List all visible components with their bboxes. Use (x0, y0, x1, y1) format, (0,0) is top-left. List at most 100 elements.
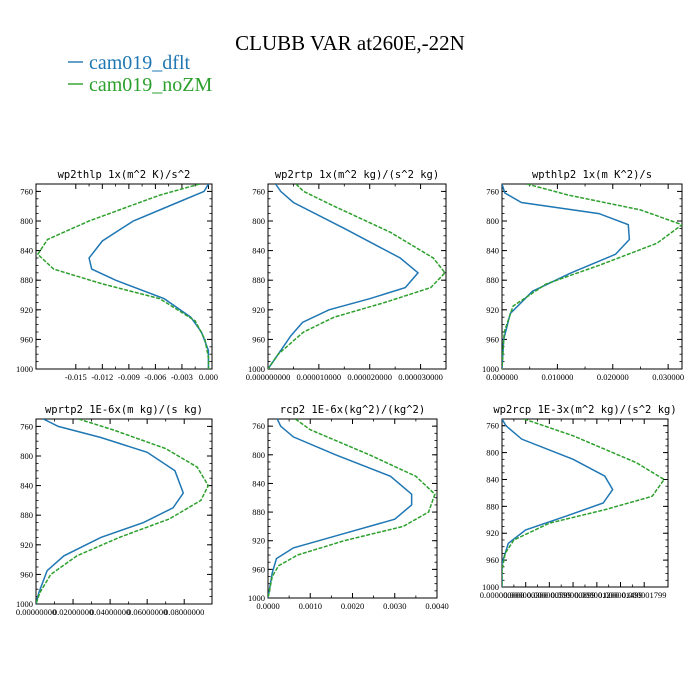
x-tick-label: 0.000001200 (575, 590, 620, 600)
series-line-cam019_noZM (502, 419, 666, 587)
series-line-cam019_noZM (36, 184, 210, 369)
x-tick-label: 0.010000 (541, 372, 573, 382)
x-tick-label: 0.06000000 (127, 607, 167, 617)
x-tick-label: 0.04000000 (90, 607, 130, 617)
x-tick-label: 0.00000000 (16, 607, 56, 617)
panel-5: rcp2 1E-6x(kg^2)/(kg^2) 760 800 840 880 920 96… (248, 404, 449, 611)
figure-title: CLUBB VAR at260E,-22N (235, 31, 465, 55)
x-tick-label: 0.000000300 (503, 590, 548, 600)
x-tick-label: 0.030000 (652, 372, 684, 382)
panel-3: wpthlp2 1x(m K^2)/s 760 800 840 880 920 960 100… (482, 169, 684, 382)
x-tick-label: 0.000000599 (527, 590, 572, 600)
y-tick-label: 760 (252, 186, 265, 196)
panel-1: wp2thlp 1x(m^2 K)/s^2 760 800 840 880 920 960 1… (16, 169, 218, 382)
y-tick-label: 880 (252, 275, 265, 285)
y-tick-label: 800 (20, 451, 33, 461)
x-tick-label: 0.000000000 (246, 372, 291, 382)
x-tick-label: 0.000001499 (598, 590, 643, 600)
y-tick-label: 800 (486, 216, 499, 226)
x-tick-label: 0.000010000 (297, 372, 342, 382)
y-tick-label: 960 (252, 564, 265, 574)
panel-6: wp2rcp 1E-3x(m^2 kg)/(s^2 kg) 760 800 840 88… (480, 404, 677, 600)
x-tick-label: 0.000000899 (551, 590, 596, 600)
x-tick-label: 0.000000 (486, 372, 518, 382)
y-tick-label: 880 (252, 507, 265, 517)
x-tick-label: -0.012 (91, 372, 113, 382)
plot-frame (35, 183, 213, 370)
y-tick-label: 760 (486, 186, 499, 196)
y-tick-label: 1000 (16, 599, 33, 609)
y-tick-label: 840 (486, 246, 499, 256)
panel-title: wpthlp2 1x(m K^2)/s (532, 169, 652, 181)
y-tick-label: 760 (20, 421, 33, 431)
x-tick-label: 0.0030 (383, 601, 406, 611)
panel-title: wp2rcp 1E-3x(m^2 kg)/(s^2 kg) (493, 404, 676, 416)
x-tick-label: 0.02000000 (53, 607, 93, 617)
legend-label-dflt: cam019_dflt (89, 52, 191, 74)
y-tick-label: 1000 (482, 364, 499, 374)
plot-frame (267, 183, 447, 370)
y-tick-label: 800 (20, 216, 33, 226)
x-tick-label: 0.0000 (256, 601, 279, 611)
y-tick-label: 1000 (16, 364, 33, 374)
y-tick-label: 840 (20, 246, 33, 256)
series-line-cam019_noZM (268, 184, 446, 369)
y-tick-label: 960 (252, 334, 265, 344)
x-tick-label: -0.009 (118, 372, 140, 382)
y-tick-label: 1000 (248, 364, 265, 374)
y-tick-label: 760 (252, 421, 265, 431)
y-tick-label: 920 (486, 305, 499, 315)
series-line-cam019_noZM (502, 184, 682, 369)
y-tick-label: 840 (252, 478, 265, 488)
series-line-cam019_noZM (268, 419, 436, 598)
y-tick-label: 960 (486, 334, 499, 344)
y-tick-label: 840 (20, 481, 33, 491)
panel-title: wprtp2 1E-6x(m kg)/(s kg) (45, 404, 203, 416)
x-tick-label: 0.000000000 (480, 590, 525, 600)
series-line-cam019_noZM (36, 419, 210, 604)
plot-frame (501, 418, 669, 588)
panel-4: wprtp2 1E-6x(m kg)/(s kg) 760 800 840 880 920… (16, 404, 213, 617)
series-line-cam019_dflt (268, 419, 413, 598)
y-tick-label: 840 (252, 246, 265, 256)
panel-title: wp2thlp 1x(m^2 K)/s^2 (58, 169, 191, 181)
y-tick-label: 800 (252, 450, 265, 460)
y-tick-label: 760 (486, 421, 499, 431)
series-line-cam019_dflt (36, 419, 185, 604)
x-tick-label: -0.006 (144, 372, 166, 382)
x-tick-label: 0.0020 (341, 601, 364, 611)
y-tick-label: 920 (252, 305, 265, 315)
x-tick-label: 0.020000 (597, 372, 629, 382)
y-tick-label: 960 (20, 569, 33, 579)
x-tick-label: 0.0010 (299, 601, 322, 611)
x-tick-label: 0.0040 (425, 601, 448, 611)
y-tick-label: 1000 (248, 593, 265, 603)
y-tick-label: 920 (20, 305, 33, 315)
plot-frame (267, 418, 438, 599)
x-tick-label: -0.003 (171, 372, 193, 382)
y-tick-label: 920 (20, 540, 33, 550)
panel-2: wp2rtp 1x(m^2 kg)/(s^2 kg) 760 800 840 880 92… (246, 169, 447, 382)
y-tick-label: 880 (486, 501, 499, 511)
x-tick-label: -0.015 (65, 372, 87, 382)
y-tick-label: 880 (486, 275, 499, 285)
y-tick-label: 1000 (482, 582, 499, 592)
y-tick-label: 800 (486, 448, 499, 458)
y-tick-label: 880 (20, 275, 33, 285)
plot-frame (35, 418, 213, 605)
y-tick-label: 920 (252, 536, 265, 546)
y-tick-label: 960 (20, 334, 33, 344)
panel-title: rcp2 1E-6x(kg^2)/(kg^2) (280, 404, 425, 416)
x-tick-label: 0.000001799 (622, 590, 667, 600)
series-line-cam019_dflt (502, 419, 614, 587)
x-tick-label: 0.000030000 (398, 372, 443, 382)
panels: wp2thlp 1x(m^2 K)/s^2 760 800 840 880 920 960 1… (16, 169, 684, 617)
panel-title: wp2rtp 1x(m^2 kg)/(s^2 kg) (275, 169, 439, 181)
series-line-cam019_dflt (502, 184, 631, 369)
x-tick-label: 0.08000000 (164, 607, 204, 617)
x-tick-label: 0.000 (199, 372, 218, 382)
series-line-cam019_dflt (88, 184, 210, 369)
legend: cam019_dflt cam019_noZM (68, 52, 213, 96)
y-tick-label: 760 (20, 186, 33, 196)
